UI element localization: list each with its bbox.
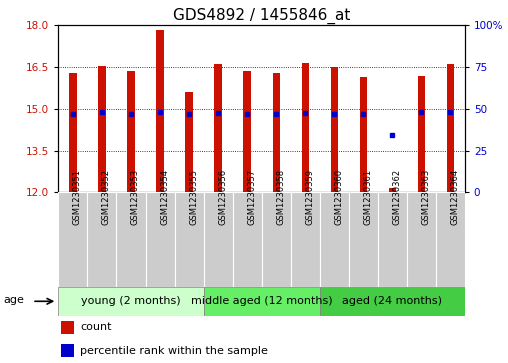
Bar xyxy=(214,64,221,192)
Bar xyxy=(378,192,407,287)
Text: aged (24 months): aged (24 months) xyxy=(342,296,442,306)
Bar xyxy=(243,71,251,192)
Bar xyxy=(69,73,77,192)
Bar xyxy=(58,287,204,316)
Bar xyxy=(87,192,116,287)
Text: GSM1230361: GSM1230361 xyxy=(363,169,372,225)
Bar xyxy=(175,192,204,287)
Text: GSM1230360: GSM1230360 xyxy=(334,169,343,225)
Text: GSM1230351: GSM1230351 xyxy=(73,169,82,225)
Bar xyxy=(233,192,262,287)
Text: GSM1230363: GSM1230363 xyxy=(421,169,430,225)
Text: middle aged (12 months): middle aged (12 months) xyxy=(191,296,332,306)
Bar xyxy=(436,192,465,287)
Text: GSM1230357: GSM1230357 xyxy=(247,169,256,225)
Bar xyxy=(61,344,74,357)
Text: GSM1230358: GSM1230358 xyxy=(276,169,285,225)
Bar xyxy=(61,321,74,334)
Text: GSM1230359: GSM1230359 xyxy=(305,169,314,225)
Bar xyxy=(156,29,164,192)
Bar xyxy=(145,192,175,287)
Text: GSM1230355: GSM1230355 xyxy=(189,169,198,225)
Bar xyxy=(418,76,425,192)
Text: percentile rank within the sample: percentile rank within the sample xyxy=(80,346,268,356)
Text: GSM1230354: GSM1230354 xyxy=(160,169,169,225)
Bar xyxy=(320,192,348,287)
Bar xyxy=(348,192,378,287)
Text: GSM1230352: GSM1230352 xyxy=(102,169,111,225)
Text: GSM1230364: GSM1230364 xyxy=(450,169,459,225)
Text: young (2 months): young (2 months) xyxy=(81,296,181,306)
Bar xyxy=(262,192,291,287)
Bar xyxy=(360,77,367,192)
Text: count: count xyxy=(80,322,112,332)
Bar xyxy=(389,188,396,192)
Bar xyxy=(128,71,135,192)
Text: GSM1230362: GSM1230362 xyxy=(392,169,401,225)
Title: GDS4892 / 1455846_at: GDS4892 / 1455846_at xyxy=(173,8,351,24)
Bar xyxy=(302,63,309,192)
Text: age: age xyxy=(3,295,24,305)
Bar xyxy=(447,64,454,192)
Bar xyxy=(185,92,193,192)
Bar xyxy=(320,287,465,316)
Text: GSM1230353: GSM1230353 xyxy=(131,169,140,225)
Bar xyxy=(116,192,145,287)
Bar xyxy=(331,67,338,192)
Bar xyxy=(291,192,320,287)
Bar xyxy=(204,287,320,316)
Bar xyxy=(407,192,436,287)
Bar xyxy=(204,192,233,287)
Text: GSM1230356: GSM1230356 xyxy=(218,169,227,225)
Bar xyxy=(58,192,87,287)
Bar xyxy=(272,73,280,192)
Bar xyxy=(99,66,106,192)
